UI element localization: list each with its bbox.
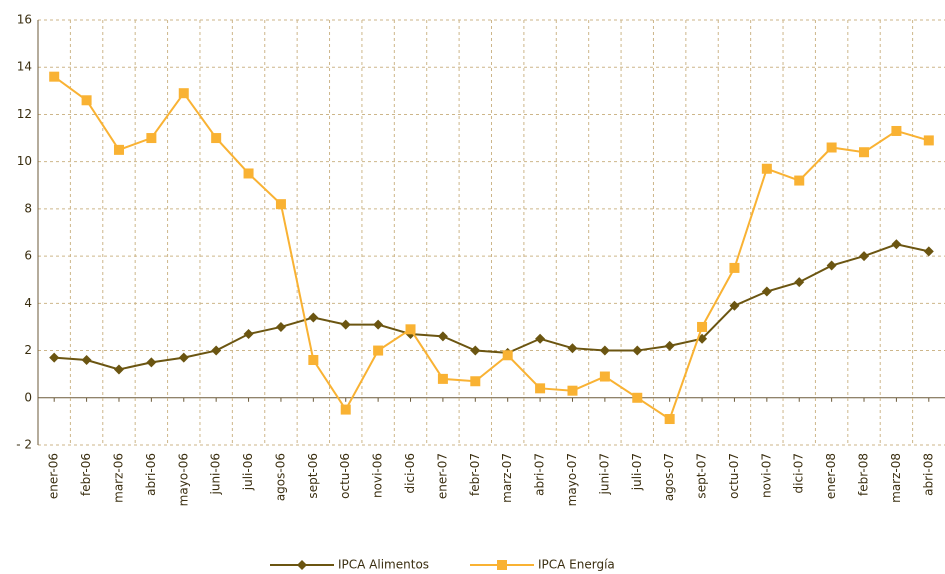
point	[470, 345, 481, 356]
point	[81, 95, 92, 106]
x-tick-label: juni-06	[209, 453, 223, 495]
point	[275, 199, 286, 210]
point	[729, 262, 740, 273]
y-tick-label: 14	[17, 60, 32, 74]
x-tick-label: marz-08	[889, 453, 903, 503]
point	[146, 133, 157, 144]
x-tick-label: ener-08	[824, 453, 838, 499]
point	[761, 163, 772, 174]
point	[535, 383, 546, 394]
x-tick-label: juli-06	[241, 453, 255, 491]
point	[891, 125, 902, 136]
x-tick-label: sept-06	[306, 453, 320, 499]
x-tick-label: dici-06	[403, 453, 417, 493]
point	[794, 175, 805, 186]
point	[373, 319, 384, 330]
point	[405, 324, 416, 335]
point	[113, 144, 124, 155]
point	[859, 251, 870, 262]
point	[308, 312, 319, 323]
x-tick-label: marz-07	[500, 453, 514, 503]
x-tick-label: sept-07	[695, 453, 709, 499]
point	[178, 88, 189, 99]
point	[470, 376, 481, 387]
x-tick-label: agos-06	[273, 453, 287, 501]
point	[211, 133, 222, 144]
x-tick-label: ener-07	[435, 453, 449, 499]
point	[794, 277, 805, 288]
y-tick-label: 10	[17, 154, 32, 168]
point	[211, 345, 222, 356]
point	[178, 352, 189, 363]
point	[567, 343, 578, 354]
y-tick-label: 6	[24, 249, 32, 263]
x-tick-label: octu-07	[727, 453, 741, 499]
x-tick-label: marz-06	[111, 453, 125, 503]
x-tick-label: abri-08	[921, 453, 935, 496]
x-tick-label: agos-07	[662, 453, 676, 501]
point	[113, 364, 124, 375]
point	[923, 246, 934, 257]
legend-marker	[497, 560, 507, 570]
point	[146, 357, 157, 368]
x-tick-label: dici-07	[792, 453, 806, 493]
point	[664, 414, 675, 425]
point	[923, 135, 934, 146]
point	[373, 345, 384, 356]
x-tick-label: febr-07	[468, 453, 482, 496]
y-tick-label: 8	[24, 201, 32, 215]
point	[891, 239, 902, 250]
point	[632, 392, 643, 403]
point	[826, 260, 837, 271]
x-tick-label: juli-07	[630, 453, 644, 491]
point	[275, 321, 286, 332]
x-tick-label: juni-07	[597, 453, 611, 495]
x-tick-label: ener-06	[47, 453, 61, 499]
x-tick-label: febr-08	[857, 453, 871, 496]
y-tick-label: 12	[17, 107, 32, 121]
point	[859, 147, 870, 158]
point	[243, 329, 254, 340]
x-tick-label: abri-07	[533, 453, 547, 496]
y-tick-label: 0	[24, 390, 32, 404]
x-tick-label: mayo-07	[565, 453, 579, 506]
point	[243, 168, 254, 179]
y-tick-label: - 2	[16, 438, 32, 452]
y-tick-label: 16	[17, 13, 32, 27]
point	[826, 142, 837, 153]
legend-marker	[297, 560, 307, 570]
series-line	[53, 75, 930, 421]
point	[567, 385, 578, 396]
y-tick-label: 4	[24, 296, 32, 310]
y-tick-label: 2	[24, 343, 32, 357]
point	[437, 331, 448, 342]
series-line	[54, 243, 930, 371]
point	[340, 404, 351, 415]
point	[502, 350, 513, 361]
point	[81, 355, 92, 365]
point	[535, 333, 546, 344]
point	[697, 321, 708, 332]
point	[49, 71, 60, 82]
point	[664, 340, 675, 351]
legend-label: IPCA Alimentos	[338, 558, 429, 572]
x-tick-label: abri-06	[144, 453, 158, 496]
point	[49, 352, 60, 363]
x-tick-label: mayo-06	[176, 453, 190, 506]
point	[729, 300, 740, 311]
point	[599, 371, 610, 382]
point	[632, 345, 643, 356]
point	[437, 373, 448, 384]
point	[761, 286, 772, 297]
x-tick-label: novi-06	[371, 453, 385, 498]
point	[599, 345, 610, 356]
point	[340, 319, 351, 330]
x-tick-label: febr-06	[79, 453, 93, 496]
point	[308, 355, 319, 365]
legend-label: IPCA Energía	[538, 558, 615, 572]
x-tick-label: novi-07	[759, 453, 773, 498]
x-tick-label: octu-06	[338, 453, 352, 499]
